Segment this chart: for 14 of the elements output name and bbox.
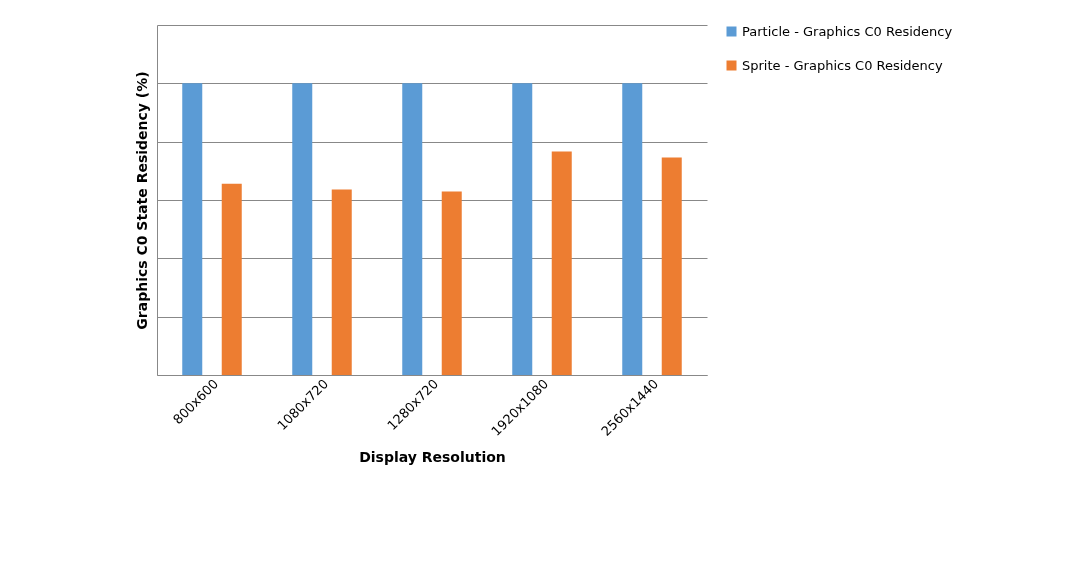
bar: [441, 191, 462, 375]
bar: [402, 83, 423, 375]
bar: [622, 83, 643, 375]
bar: [331, 189, 352, 375]
bar: [182, 83, 203, 375]
x-axis-title: Display Resolution: [359, 448, 506, 465]
bar: [292, 83, 313, 375]
bar: [221, 183, 242, 375]
legend-label: Particle - Graphics C0 Residency: [742, 23, 953, 39]
legend-label: Sprite - Graphics C0 Residency: [742, 57, 943, 73]
bar: [551, 151, 572, 375]
y-axis-title: Graphics C0 State Residency (%): [133, 71, 150, 330]
bar: [512, 83, 533, 375]
bar: [661, 157, 682, 375]
